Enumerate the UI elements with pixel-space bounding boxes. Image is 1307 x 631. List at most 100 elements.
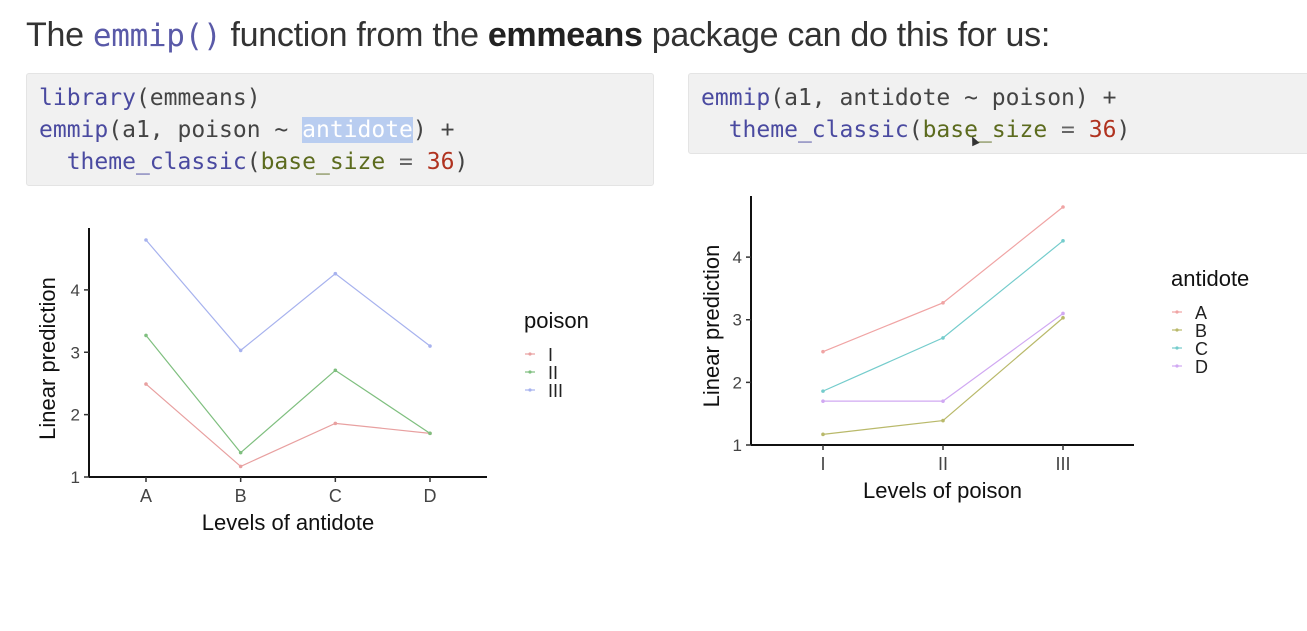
y-tick-label: 1 (733, 436, 742, 455)
series-line-C (822, 240, 1064, 392)
series-line-B (822, 317, 1064, 435)
x-tick-label: A (140, 486, 152, 506)
heading-package: emmeans (487, 16, 643, 54)
code-token: 36 (426, 149, 455, 175)
code-token: theme_classic (66, 149, 247, 175)
data-point-A-I (821, 349, 825, 354)
data-point-II-A (144, 333, 148, 338)
legend-key-point (528, 388, 532, 392)
heading-prefix: The (26, 16, 93, 54)
series-line-A (822, 206, 1064, 353)
data-point-III-D (428, 344, 432, 348)
code-token: (emmeans) (135, 85, 261, 111)
code-token: library (39, 85, 136, 111)
x-axis-title: Levels of poison (863, 478, 1022, 503)
legend-key-point (1175, 328, 1179, 332)
code-token: = (385, 149, 427, 175)
code-line-2: theme_classic(base_size = 36) (728, 117, 1131, 143)
legend-key-point (528, 352, 532, 356)
y-tick-label: 4 (71, 281, 80, 300)
legend-label-C: C (1195, 339, 1208, 359)
y-tick-label: 3 (71, 343, 80, 362)
y-axis-title: Linear prediction (35, 277, 60, 440)
code-token: emmip (701, 85, 771, 111)
y-tick-label: 4 (733, 248, 742, 267)
x-axis-title: Levels of antidote (202, 510, 374, 535)
legend-label-A: A (1195, 303, 1207, 323)
code-token: base_size (922, 117, 1048, 143)
data-point-D-III (1061, 311, 1065, 316)
series-line-III (145, 239, 431, 352)
code-token: (a1, antidote ~ poison) + (770, 85, 1117, 111)
code-token: ) + (412, 117, 455, 143)
heading-function: emmip() (92, 18, 222, 54)
legend-title: antidote (1171, 266, 1249, 291)
series-line-D (823, 312, 1064, 402)
x-tick-label: C (329, 486, 342, 506)
series-line-II (145, 335, 431, 454)
code-token: ) (454, 149, 469, 175)
data-point-I-C (333, 421, 338, 426)
legend-title: poison (524, 308, 589, 333)
code-line-2: emmip(a1, poison ~ antidote) + (39, 114, 641, 146)
code-token: ) (1116, 117, 1131, 143)
code-token: emmip (39, 117, 109, 143)
data-point-III-A (144, 238, 148, 242)
x-tick-label: D (424, 486, 437, 506)
data-point-C-II (941, 336, 945, 340)
legend-label-I: I (548, 345, 553, 365)
interaction-plot-left: 1 2 3 4 A B C D Levels of antidote Linear predict… (0, 190, 660, 550)
data-point-B-II (941, 418, 945, 423)
code-token: 36 (1088, 117, 1117, 143)
data-point-B-I (821, 432, 825, 437)
code-token: theme_classic (728, 117, 909, 143)
code-line-3: theme_classic(base_size = 36) (66, 149, 469, 175)
data-point-II-B (238, 450, 243, 455)
series-line-I (145, 383, 431, 468)
legend-label-III: III (548, 381, 563, 401)
data-point-A-III (1061, 205, 1065, 209)
legend-label-II: II (548, 363, 558, 383)
data-point-A-II (941, 301, 945, 305)
interaction-plot-right: 1 2 3 4 I II III Levels of poison Linear predict… (680, 180, 1307, 520)
legend-key-point (1175, 346, 1179, 350)
y-tick-label: 3 (733, 311, 742, 330)
legend-key-point (1175, 364, 1179, 368)
chart-svg: 1 2 3 4 A B C D Levels of antidote Linear predict… (35, 228, 589, 535)
data-point-C-III (1061, 239, 1065, 243)
code-line-1: emmip(a1, antidote ~ poison) + (701, 82, 1307, 114)
data-point-III-B (238, 348, 243, 353)
slide-heading: The emmip() function from the emmeans pa… (26, 12, 1050, 59)
data-point-C-I (821, 389, 825, 393)
x-tick-label: III (1055, 454, 1070, 474)
code-block-right[interactable]: emmip(a1, antidote ~ poison) + theme_cla… (688, 73, 1307, 154)
y-tick-label: 2 (71, 406, 80, 425)
code-token: = (1047, 117, 1089, 143)
heading-suffix: package can do this for us: (642, 16, 1051, 54)
data-point-I-B (238, 464, 243, 469)
code-line-1: library(emmeans) (39, 82, 641, 114)
legend-label-B: B (1195, 321, 1207, 341)
x-tick-label: I (820, 454, 825, 474)
selected-text[interactable]: antidote (302, 117, 413, 143)
y-tick-label: 2 (733, 373, 742, 392)
data-point-D-I (821, 399, 825, 403)
legend-key-point (1175, 310, 1179, 314)
data-point-I-A (144, 382, 148, 386)
data-point-B-III (1061, 316, 1065, 320)
data-point-II-C (333, 368, 338, 373)
legend-key-point (528, 370, 532, 374)
data-point-II-D (428, 431, 432, 436)
code-block-left[interactable]: library(emmeans) emmip(a1, poison ~ antid… (26, 73, 654, 186)
data-point-III-C (333, 271, 338, 276)
data-point-D-II (941, 399, 945, 403)
code-token: base_size (260, 149, 386, 175)
code-token: (a1, poison ~ (108, 117, 303, 143)
x-tick-label: II (938, 454, 948, 474)
y-tick-label: 1 (71, 468, 80, 487)
x-tick-label: B (235, 486, 247, 506)
legend-label-D: D (1195, 357, 1208, 377)
y-axis-title: Linear prediction (699, 245, 724, 408)
heading-middle: function from the (221, 16, 488, 54)
